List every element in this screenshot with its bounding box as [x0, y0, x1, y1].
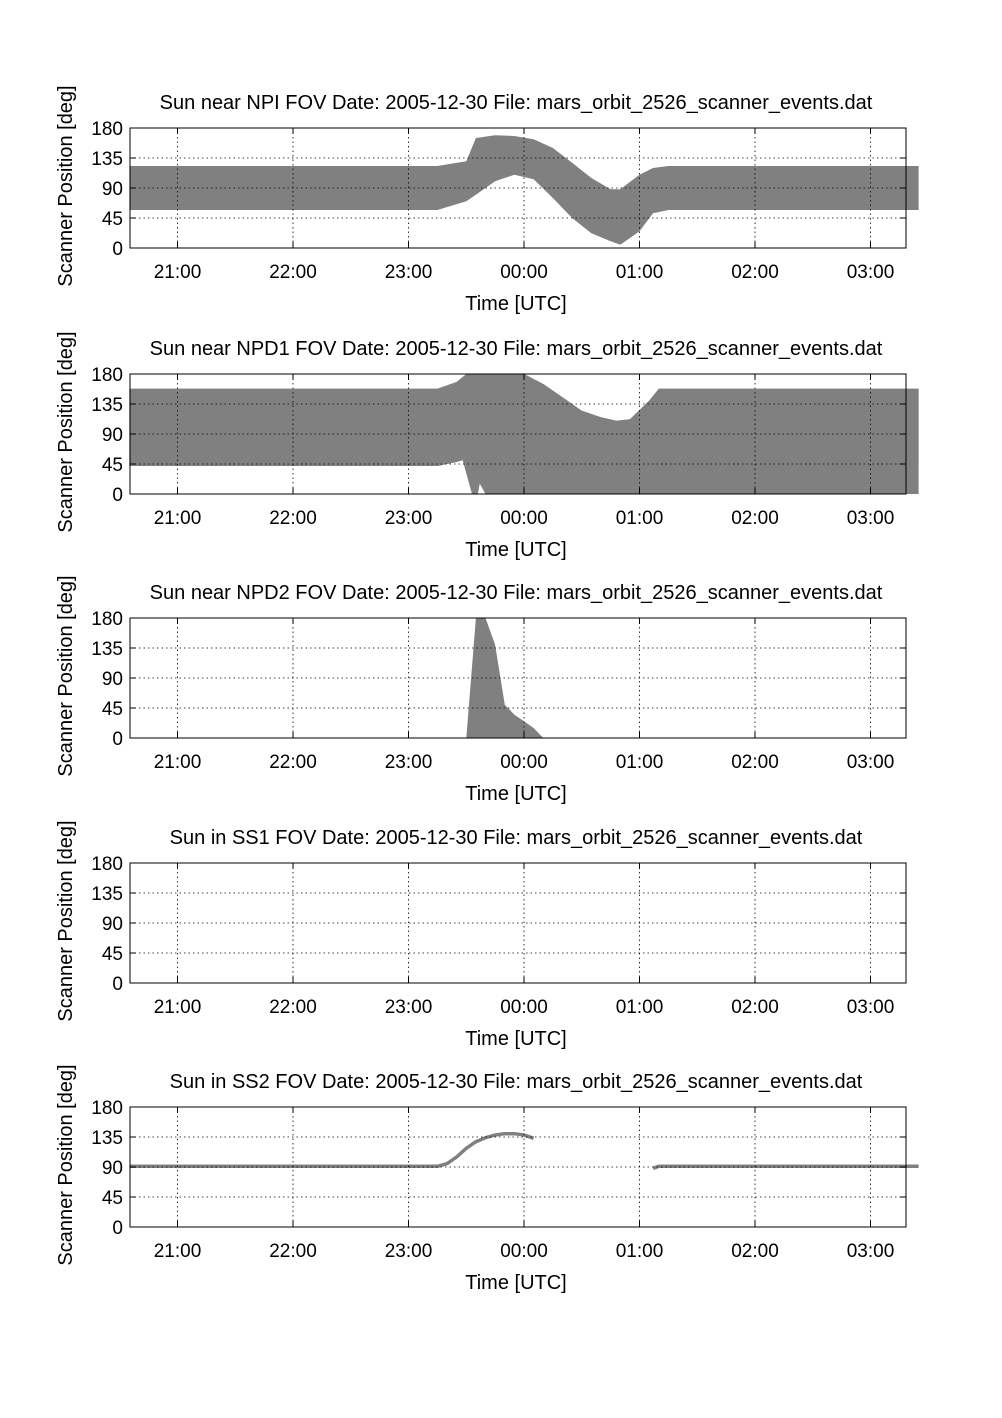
- x-tick-label: 00:00: [500, 508, 548, 529]
- x-tick-label: 02:00: [731, 508, 779, 529]
- series-line-2: [652, 1164, 919, 1170]
- chart-4: Sun in SS1 FOV Date: 2005-12-30 File: ma…: [55, 820, 907, 1050]
- y-tick-label: 45: [102, 455, 123, 476]
- y-tick-label: 180: [91, 854, 123, 875]
- y-tick-label: 180: [91, 119, 123, 140]
- x-tick-label: 03:00: [847, 508, 895, 529]
- y-tick-label: 135: [91, 884, 123, 905]
- y-tick-label: 0: [112, 974, 123, 995]
- x-tick-label: 03:00: [847, 997, 895, 1018]
- area-band-1: [129, 135, 919, 245]
- x-tick-label: 01:00: [616, 752, 664, 773]
- x-tick-label: 00:00: [500, 1241, 548, 1262]
- x-tick-label: 21:00: [154, 752, 202, 773]
- x-tick-label: 22:00: [269, 1241, 317, 1262]
- y-tick-label: 180: [91, 1098, 123, 1119]
- x-tick-label: 21:00: [154, 997, 202, 1018]
- data-layer: [129, 135, 919, 245]
- grid: [130, 1107, 906, 1227]
- chart-title: Sun in SS1 FOV Date: 2005-12-30 File: ma…: [170, 827, 863, 849]
- y-axis-label: Scanner Position [deg]: [55, 575, 77, 776]
- x-tick-label: 02:00: [731, 997, 779, 1018]
- y-tick-label: 90: [102, 425, 123, 446]
- x-tick-label: 23:00: [385, 997, 433, 1018]
- data-layer: [129, 1131, 919, 1170]
- y-tick-label: 45: [102, 209, 123, 230]
- y-axis-label: Scanner Position [deg]: [55, 820, 77, 1021]
- y-tick-label: 135: [91, 1128, 123, 1149]
- y-tick-label: 90: [102, 669, 123, 690]
- chart-5: Sun in SS2 FOV Date: 2005-12-30 File: ma…: [55, 1064, 919, 1294]
- y-tick-label: 45: [102, 699, 123, 720]
- x-tick-label: 03:00: [847, 752, 895, 773]
- y-tick-label: 45: [102, 944, 123, 965]
- x-tick-label: 00:00: [500, 997, 548, 1018]
- y-tick-label: 0: [112, 1218, 123, 1239]
- x-tick-label: 02:00: [731, 262, 779, 283]
- y-tick-label: 135: [91, 149, 123, 170]
- x-tick-label: 22:00: [269, 262, 317, 283]
- x-tick-label: 21:00: [154, 262, 202, 283]
- x-tick-label: 22:00: [269, 508, 317, 529]
- x-tick-label: 02:00: [731, 752, 779, 773]
- y-tick-label: 135: [91, 395, 123, 416]
- x-tick-label: 22:00: [269, 997, 317, 1018]
- y-tick-label: 90: [102, 914, 123, 935]
- y-tick-label: 0: [112, 729, 123, 750]
- x-tick-label: 01:00: [616, 1241, 664, 1262]
- y-axis-label: Scanner Position [deg]: [55, 85, 77, 286]
- grid: [130, 863, 906, 983]
- chart-2: Sun near NPD1 FOV Date: 2005-12-30 File:…: [55, 331, 919, 561]
- x-tick-label: 22:00: [269, 752, 317, 773]
- x-axis-label: Time [UTC]: [465, 1272, 566, 1294]
- grid: [130, 128, 906, 248]
- x-tick-label: 01:00: [616, 262, 664, 283]
- x-tick-label: 01:00: [616, 508, 664, 529]
- chart-3: Sun near NPD2 FOV Date: 2005-12-30 File:…: [55, 575, 907, 805]
- y-tick-label: 90: [102, 179, 123, 200]
- x-tick-label: 01:00: [616, 997, 664, 1018]
- chart-title: Sun near NPD1 FOV Date: 2005-12-30 File:…: [150, 338, 883, 360]
- x-tick-label: 00:00: [500, 262, 548, 283]
- x-tick-label: 02:00: [731, 1241, 779, 1262]
- grid: [130, 374, 906, 494]
- y-tick-label: 0: [112, 239, 123, 260]
- chart-title: Sun near NPD2 FOV Date: 2005-12-30 File:…: [150, 582, 883, 604]
- x-tick-label: 00:00: [500, 752, 548, 773]
- chart-title: Sun near NPI FOV Date: 2005-12-30 File: …: [160, 92, 873, 114]
- series-line-1: [129, 1131, 535, 1169]
- y-axis-label: Scanner Position [deg]: [55, 1064, 77, 1265]
- y-tick-label: 45: [102, 1188, 123, 1209]
- x-tick-label: 23:00: [385, 1241, 433, 1262]
- x-axis-label: Time [UTC]: [465, 293, 566, 315]
- x-tick-label: 21:00: [154, 508, 202, 529]
- x-tick-label: 21:00: [154, 1241, 202, 1262]
- x-tick-label: 03:00: [847, 1241, 895, 1262]
- x-axis-label: Time [UTC]: [465, 783, 566, 805]
- x-axis-label: Time [UTC]: [465, 539, 566, 561]
- x-axis-label: Time [UTC]: [465, 1028, 566, 1050]
- chart-1: Sun near NPI FOV Date: 2005-12-30 File: …: [55, 85, 919, 315]
- y-tick-label: 135: [91, 639, 123, 660]
- y-axis-label: Scanner Position [deg]: [55, 331, 77, 532]
- chart-title: Sun in SS2 FOV Date: 2005-12-30 File: ma…: [170, 1071, 863, 1093]
- grid: [130, 618, 906, 738]
- x-tick-label: 23:00: [385, 752, 433, 773]
- x-tick-label: 03:00: [847, 262, 895, 283]
- y-tick-label: 0: [112, 485, 123, 506]
- y-tick-label: 180: [91, 365, 123, 386]
- x-tick-label: 23:00: [385, 508, 433, 529]
- y-tick-label: 180: [91, 609, 123, 630]
- y-tick-label: 90: [102, 1158, 123, 1179]
- x-tick-label: 23:00: [385, 262, 433, 283]
